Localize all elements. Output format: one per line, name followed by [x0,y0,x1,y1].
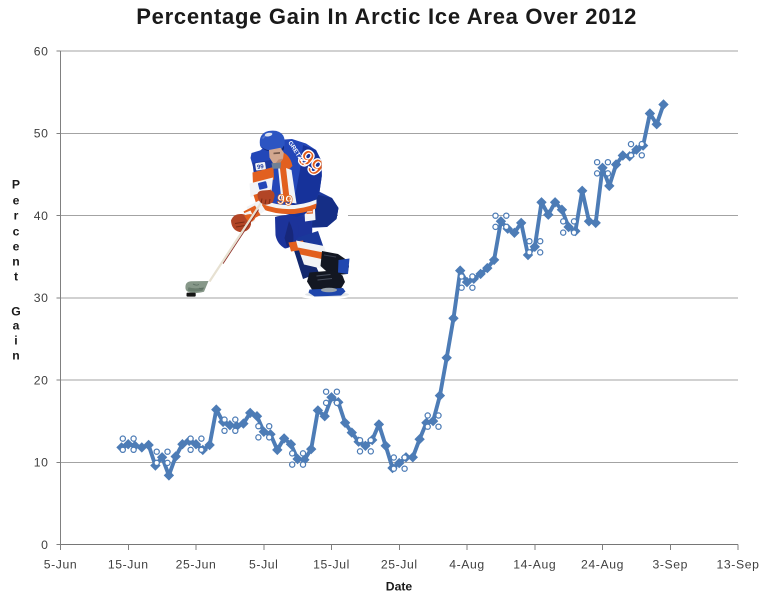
svg-text:P: P [12,178,20,192]
svg-text:0: 0 [41,538,48,552]
svg-text:i: i [14,334,17,348]
svg-text:a: a [13,319,20,333]
svg-text:Percentage Gain In Arctic Ice: Percentage Gain In Arctic Ice Area Over … [136,4,637,29]
svg-text:13-Sep: 13-Sep [717,558,760,572]
svg-text:n: n [12,255,19,269]
svg-text:r: r [14,209,19,223]
svg-text:3-Sep: 3-Sep [652,558,688,572]
svg-text:25-Jun: 25-Jun [176,558,217,572]
svg-text:n: n [12,349,19,363]
svg-text:40: 40 [34,209,49,223]
svg-text:15-Jul: 15-Jul [313,558,350,572]
svg-text:50: 50 [34,127,49,141]
svg-text:99: 99 [276,191,294,209]
svg-text:t: t [14,270,18,284]
svg-text:e: e [13,194,20,208]
svg-text:5-Jul: 5-Jul [249,558,278,572]
svg-text:15-Jun: 15-Jun [108,558,149,572]
svg-text:G: G [11,305,20,319]
svg-text:4-Aug: 4-Aug [449,558,485,572]
svg-text:c: c [13,225,20,239]
svg-text:14-Aug: 14-Aug [513,558,556,572]
svg-text:99: 99 [257,164,265,171]
svg-text:Date: Date [386,580,413,594]
svg-text:10: 10 [34,456,49,470]
svg-text:24-Aug: 24-Aug [581,558,624,572]
svg-text:30: 30 [34,291,49,305]
svg-text:20: 20 [34,373,49,387]
svg-text:60: 60 [34,44,49,58]
svg-text:5-Jun: 5-Jun [44,558,78,572]
svg-text:25-Jul: 25-Jul [381,558,418,572]
svg-text:e: e [13,240,20,254]
